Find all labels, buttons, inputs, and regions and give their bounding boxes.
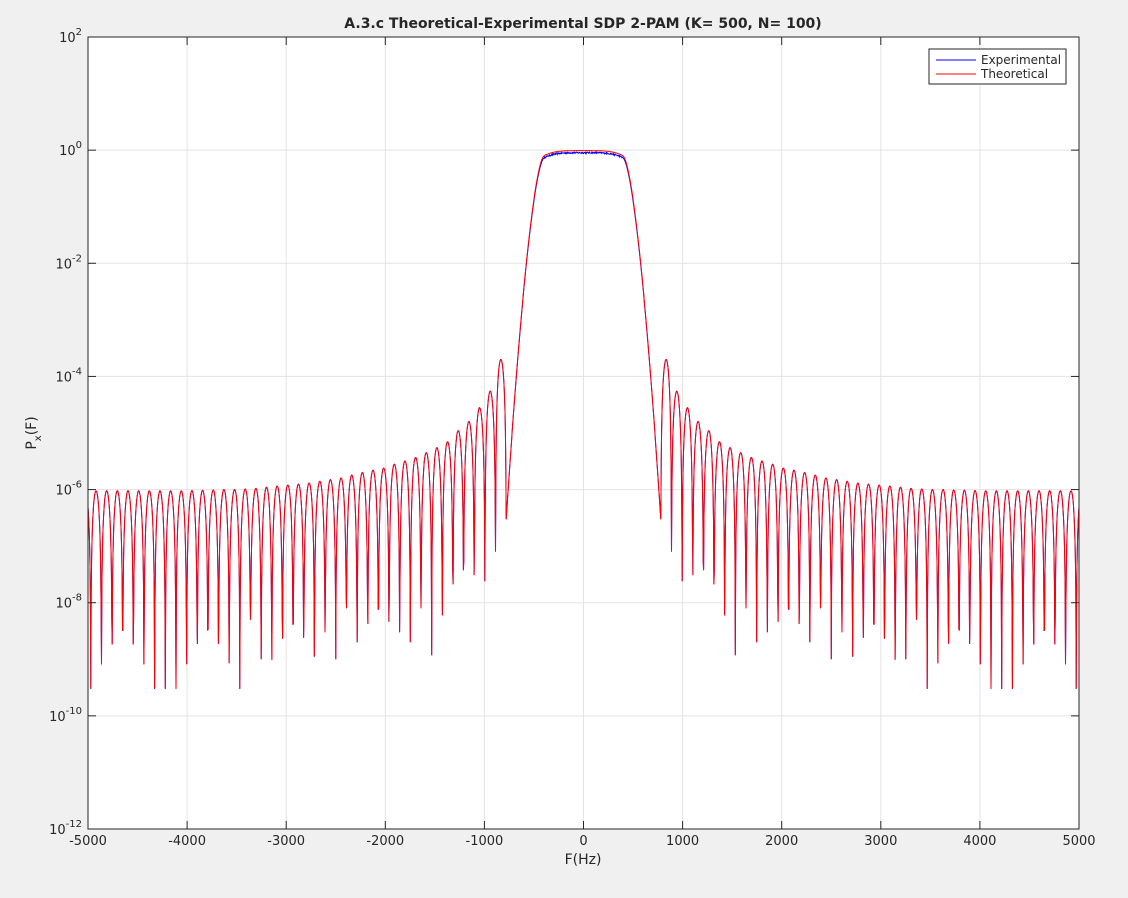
x-tick-label: -4000 [168, 834, 206, 849]
x-tick-label: -1000 [466, 834, 504, 849]
y-axis-label-suffix: (F) [24, 416, 40, 435]
x-tick-label: 3000 [864, 834, 897, 849]
series-layer [87, 150, 1080, 689]
legend-label-experimental: Experimental [981, 53, 1061, 67]
x-tick-label: -5000 [69, 834, 107, 849]
y-tick-label: 10-6 [55, 480, 82, 499]
y-tick-label: 102 [59, 27, 82, 46]
y-tick-label: 10-4 [55, 366, 82, 385]
legend-label-theoretical: Theoretical [980, 67, 1048, 81]
legend-box [928, 48, 1067, 85]
y-tick-label: 10-8 [55, 593, 82, 612]
y-tick-label: 10-10 [49, 706, 82, 725]
x-tick-label: 4000 [963, 834, 996, 849]
x-tick-label: -2000 [366, 834, 404, 849]
y-axis-label: Px(F) [24, 416, 44, 449]
x-tick-label: 5000 [1062, 834, 1095, 849]
x-tick-label: 1000 [666, 834, 699, 849]
y-tick-label: 10-12 [49, 819, 82, 838]
svg-text:Px(F): Px(F) [24, 416, 44, 449]
y-axis-label-main: P [24, 441, 40, 449]
series-line-theoretical [87, 150, 1080, 689]
chart-title: A.3.c Theoretical-Experimental SDP 2-PAM… [344, 16, 821, 32]
x-tick-label: 2000 [765, 834, 798, 849]
x-axis-label: F(Hz) [565, 852, 602, 868]
legend: Experimental Theoretical [928, 48, 1067, 85]
y-tick-label: 10-2 [55, 253, 82, 272]
x-tick-label: -3000 [267, 834, 305, 849]
x-tick-label: 0 [579, 834, 587, 849]
axis-ticks: -5000 -4000 -3000 -2000 -1000 0 1000 2000 3000 40… [49, 27, 1095, 849]
y-tick-label: 100 [59, 140, 82, 159]
y-axis-label-sub: x [33, 435, 44, 441]
